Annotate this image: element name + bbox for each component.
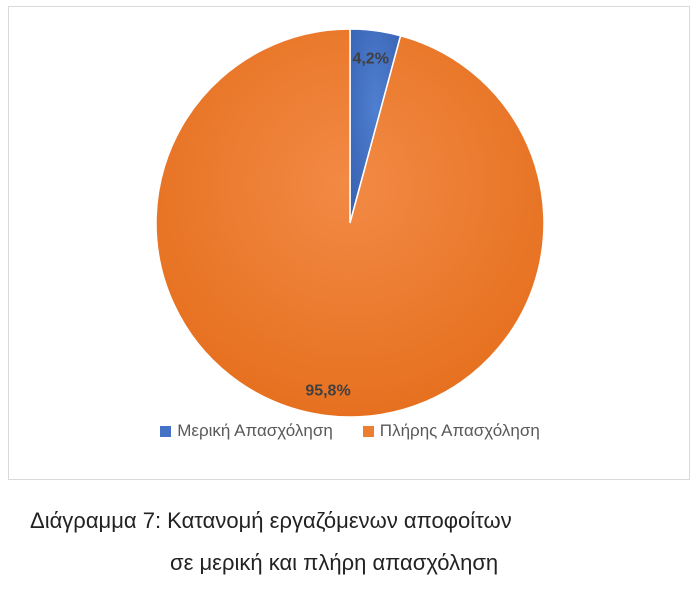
- legend-label-partial: Μερική Απασχόληση: [177, 421, 333, 440]
- data-label-full: 95,8%: [305, 383, 350, 400]
- legend-label-full: Πλήρης Απασχόληση: [379, 421, 540, 440]
- pie-chart: 4,2% 95,8%: [155, 28, 545, 418]
- legend-swatch-full: [362, 425, 374, 437]
- legend-swatch-partial: [160, 425, 172, 437]
- figure-caption-line1: Διάγραμμα 7: Κατανομή εργαζόμενων αποφοί…: [30, 508, 512, 533]
- data-label-partial: 4,2%: [352, 51, 388, 68]
- pie-slice-full: [155, 28, 545, 418]
- legend-item-full: Πλήρης Απασχόληση: [362, 421, 540, 441]
- chart-legend: Μερική Απασχόληση Πλήρης Απασχόληση: [9, 421, 691, 441]
- chart-frame: 4,2% 95,8% Μερική Απασχόληση Πλήρης Απασχ…: [8, 6, 690, 480]
- legend-item-partial: Μερική Απασχόληση: [160, 421, 333, 441]
- figure-caption-line2: σε μερική και πλήρη απασχόληση: [170, 550, 499, 575]
